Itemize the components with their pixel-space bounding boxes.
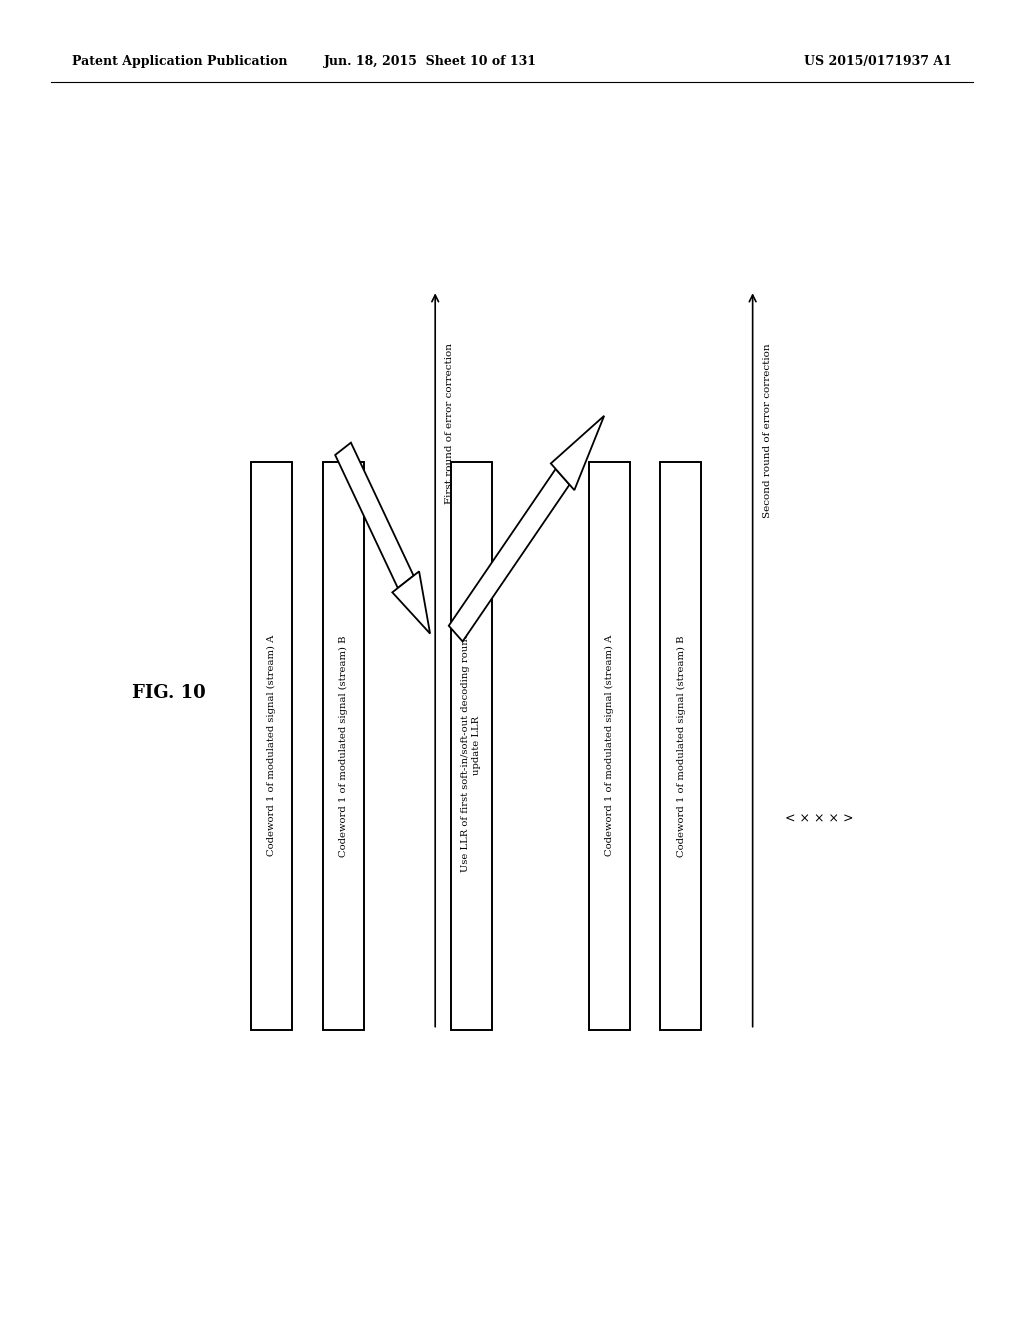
Text: Codeword 1 of modulated signal (stream) A: Codeword 1 of modulated signal (stream) … <box>267 635 275 857</box>
Text: Codeword 1 of modulated signal (stream) B: Codeword 1 of modulated signal (stream) … <box>677 635 685 857</box>
Text: Codeword 1 of modulated signal (stream) A: Codeword 1 of modulated signal (stream) … <box>605 635 613 857</box>
Bar <box>660 462 701 1030</box>
Text: Use LLR of first soft-in/soft-out decoding round to
update LLR: Use LLR of first soft-in/soft-out decodi… <box>461 619 481 873</box>
Text: First round of error correction: First round of error correction <box>445 343 455 504</box>
Text: Codeword 1 of modulated signal (stream) B: Codeword 1 of modulated signal (stream) … <box>339 635 347 857</box>
Text: US 2015/0171937 A1: US 2015/0171937 A1 <box>805 55 952 69</box>
Text: Jun. 18, 2015  Sheet 10 of 131: Jun. 18, 2015 Sheet 10 of 131 <box>324 55 537 69</box>
Polygon shape <box>449 469 569 642</box>
Text: Second round of error correction: Second round of error correction <box>763 343 772 517</box>
Bar <box>323 462 364 1030</box>
Bar <box>589 462 630 1030</box>
Text: Patent Application Publication: Patent Application Publication <box>72 55 287 69</box>
Text: < × × × >: < × × × > <box>785 812 853 825</box>
Polygon shape <box>335 442 414 587</box>
Polygon shape <box>392 572 430 634</box>
Text: FIG. 10: FIG. 10 <box>132 684 206 702</box>
Bar <box>451 462 492 1030</box>
Polygon shape <box>551 416 604 490</box>
Bar <box>251 462 292 1030</box>
